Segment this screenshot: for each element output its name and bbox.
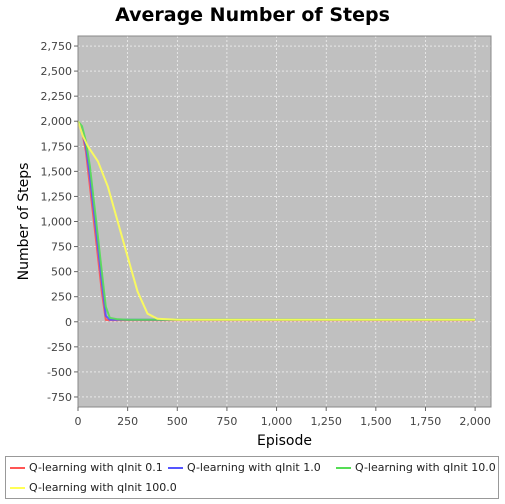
y-tick-label: 750 [51, 241, 72, 254]
chart-title: Average Number of Steps [115, 4, 390, 26]
y-tick-label: 2,500 [41, 65, 73, 78]
legend-item: Q-learning with qInit 100.0 [10, 481, 177, 494]
y-tick-label: 500 [51, 266, 72, 279]
legend-swatch [10, 466, 25, 469]
legend-label: Q-learning with qInit 1.0 [187, 461, 321, 474]
y-tick-label: 2,750 [41, 40, 73, 53]
legend-item: Q-learning with qInit 0.1 [10, 461, 163, 474]
x-axis-label: Episode [257, 433, 312, 449]
y-tick-label: -750 [47, 391, 72, 404]
x-tick-label: 1,500 [360, 415, 392, 428]
x-tick-label: 2,000 [459, 415, 491, 428]
y-tick-label: 1,000 [41, 216, 73, 229]
y-tick-label: 1,250 [41, 190, 73, 203]
y-tick-label: 250 [51, 291, 72, 304]
y-tick-label: -250 [47, 341, 72, 354]
x-tick-label: 1,000 [261, 415, 293, 428]
x-tick-label: 1,750 [410, 415, 442, 428]
legend: Q-learning with qInit 0.1 Q-learning with… [5, 456, 499, 499]
legend-swatch [336, 466, 351, 469]
legend-label: Q-learning with qInit 100.0 [29, 481, 177, 494]
legend-label: Q-learning with qInit 0.1 [29, 461, 163, 474]
y-tick-label: -500 [47, 366, 72, 379]
legend-item: Q-learning with qInit 10.0 [336, 461, 496, 474]
y-tick-label: 2,000 [41, 115, 73, 128]
y-axis-label: Number of Steps [16, 163, 32, 281]
y-tick-label: 1,500 [41, 165, 73, 178]
plot-area: -750 -500 -250 0 250 500 750 1,000 1,250 1,500 1,7… [16, 35, 492, 449]
legend-swatch [168, 466, 183, 469]
x-tick-label: 1,250 [310, 415, 342, 428]
y-tick-label: 1,750 [41, 140, 73, 153]
x-tick-label: 0 [75, 415, 82, 428]
legend-swatch [10, 486, 25, 489]
x-tick-label: 500 [167, 415, 188, 428]
x-tick-label: 750 [216, 415, 237, 428]
x-tick-label: 250 [117, 415, 138, 428]
y-tick-label: 2,250 [41, 90, 73, 103]
legend-label: Q-learning with qInit 10.0 [355, 461, 496, 474]
legend-item: Q-learning with qInit 1.0 [168, 461, 321, 474]
series-line-3 [77, 120, 476, 321]
y-tick-label: 0 [65, 316, 72, 329]
